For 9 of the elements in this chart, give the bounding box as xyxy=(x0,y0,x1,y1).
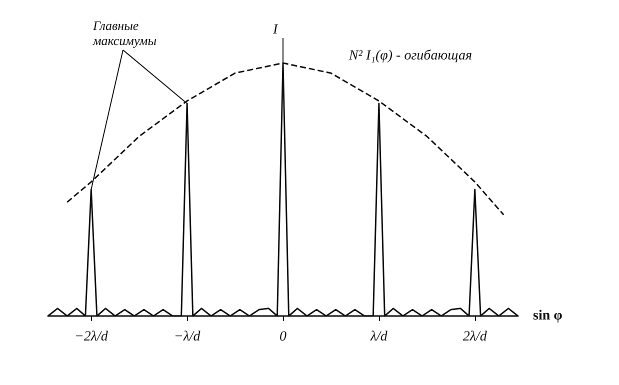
x-tick-label: 2λ/d xyxy=(462,330,488,344)
x-tick-label: λ/d xyxy=(369,330,388,344)
text: Главные максимумы xyxy=(92,18,157,48)
x-tick-label: −2λ/d xyxy=(74,330,109,344)
x-tick-label: 0 xyxy=(280,330,286,344)
x-tick-label: −λ/d xyxy=(174,330,202,344)
series-label: N² I₁(φ) - огибающая xyxy=(348,48,472,64)
y-axis-title: I xyxy=(272,22,279,38)
x-axis-title: sin φ xyxy=(533,308,563,324)
